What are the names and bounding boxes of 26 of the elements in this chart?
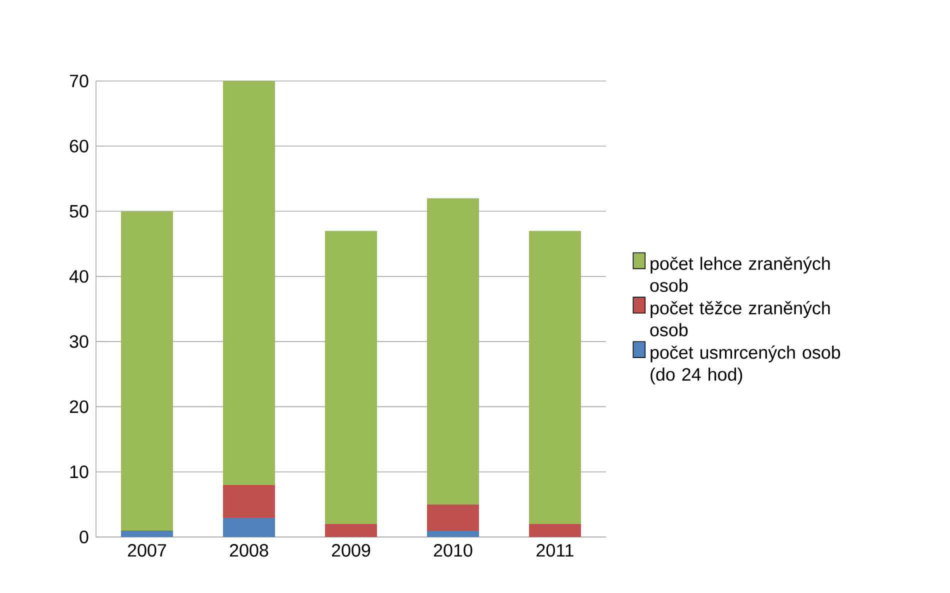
bar [223,517,275,537]
bar [427,504,479,530]
bar [325,230,377,524]
bar [427,530,479,537]
y-tick-label: 20 [70,400,88,414]
legend-label: počet usmrcených osob (do 24 hod) [650,345,840,384]
y-tick-label: 70 [70,74,88,88]
x-tick-label: 2007 [128,544,166,557]
bar [223,484,275,518]
y-tick-label: 30 [70,335,88,348]
y-tick-label: 10 [70,465,88,478]
bar [427,198,479,504]
x-tick-label: 2009 [332,544,370,557]
y-tick-label: 40 [69,270,88,283]
x-tick-label: 2011 [536,544,574,557]
bar [529,524,581,537]
bar [529,230,581,524]
y-tick-label: 60 [70,140,88,152]
x-tick-label: 2008 [230,544,268,557]
bar [121,211,173,530]
y-tick-label: 50 [70,204,88,218]
bar [121,530,173,537]
y-tick-label: 0 [80,530,88,544]
bar [325,524,377,537]
bar [223,80,275,485]
x-tick-label: 2010 [434,544,472,557]
